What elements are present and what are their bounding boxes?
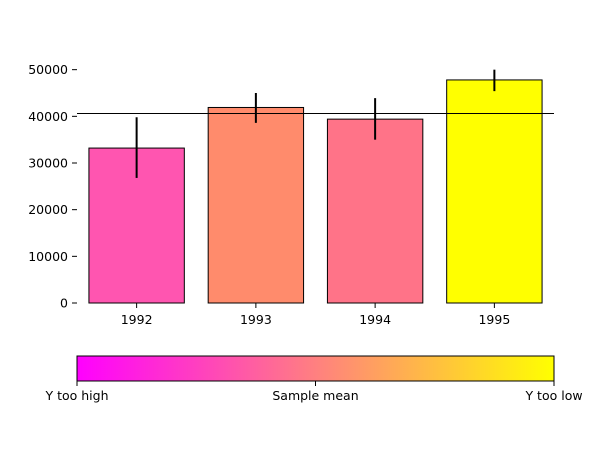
y-tick-label: 20000 — [28, 202, 68, 217]
x-tick-label: 1993 — [240, 312, 272, 327]
colorbar-gradient — [76, 355, 555, 382]
y-tick-label: 40000 — [28, 109, 68, 124]
colorbar-label: Y too low — [524, 388, 582, 403]
colorbar-label: Sample mean — [272, 388, 358, 403]
x-axis: 1992 1993 1994 1995 — [121, 303, 510, 327]
x-tick-label: 1992 — [121, 312, 153, 327]
bar-1993 — [207, 106, 305, 304]
y-tick-label: 30000 — [28, 156, 68, 171]
x-tick-label: 1995 — [478, 312, 510, 327]
y-tick-label: 0 — [60, 296, 68, 311]
y-tick-label: 50000 — [28, 62, 68, 77]
colorbar: Y too high Sample mean Y too low — [44, 355, 583, 403]
y-tick-label: 10000 — [28, 249, 68, 264]
y-axis: 0 10000 20000 30000 40000 50000 — [28, 62, 77, 311]
bar-1994 — [326, 118, 424, 304]
x-tick-label: 1994 — [359, 312, 391, 327]
colorbar-label: Y too high — [44, 388, 108, 403]
error-bars — [135, 69, 496, 178]
